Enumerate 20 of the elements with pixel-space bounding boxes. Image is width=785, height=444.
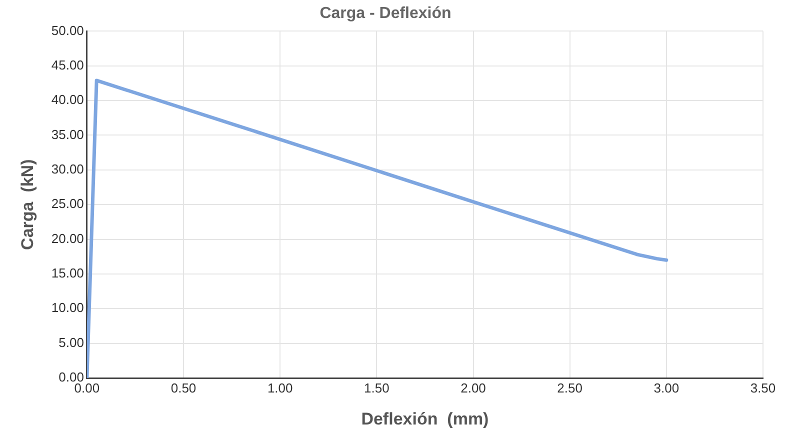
- x-tick-label: 2.00: [460, 380, 486, 396]
- y-tick-label: 40.00: [51, 92, 84, 108]
- x-tick-label: 1.50: [364, 380, 390, 396]
- x-tick-label: 3.50: [750, 380, 776, 396]
- chart-title: Carga - Deflexión: [320, 5, 452, 22]
- x-tick-label: 3.00: [654, 380, 680, 396]
- y-tick-label: 15.00: [51, 266, 84, 281]
- y-tick-label: 25.00: [51, 196, 84, 212]
- x-tick-label: 1.00: [267, 380, 293, 396]
- x-tick-label: 2.50: [557, 380, 582, 396]
- y-tick-label: 35.00: [51, 126, 84, 142]
- y-axis-title: Carga (kN): [18, 159, 37, 250]
- x-tick-label: 0.50: [170, 380, 196, 396]
- y-tick-label: 50.00: [51, 22, 84, 38]
- y-tick-label: 10.00: [51, 300, 84, 316]
- y-tick-label: 20.00: [51, 230, 84, 246]
- y-tick-label: 30.00: [51, 162, 84, 176]
- x-axis-title: Deflexión (mm): [361, 409, 489, 428]
- y-tick-label: 5.00: [58, 334, 84, 350]
- y-tick-label: 45.00: [51, 57, 84, 72]
